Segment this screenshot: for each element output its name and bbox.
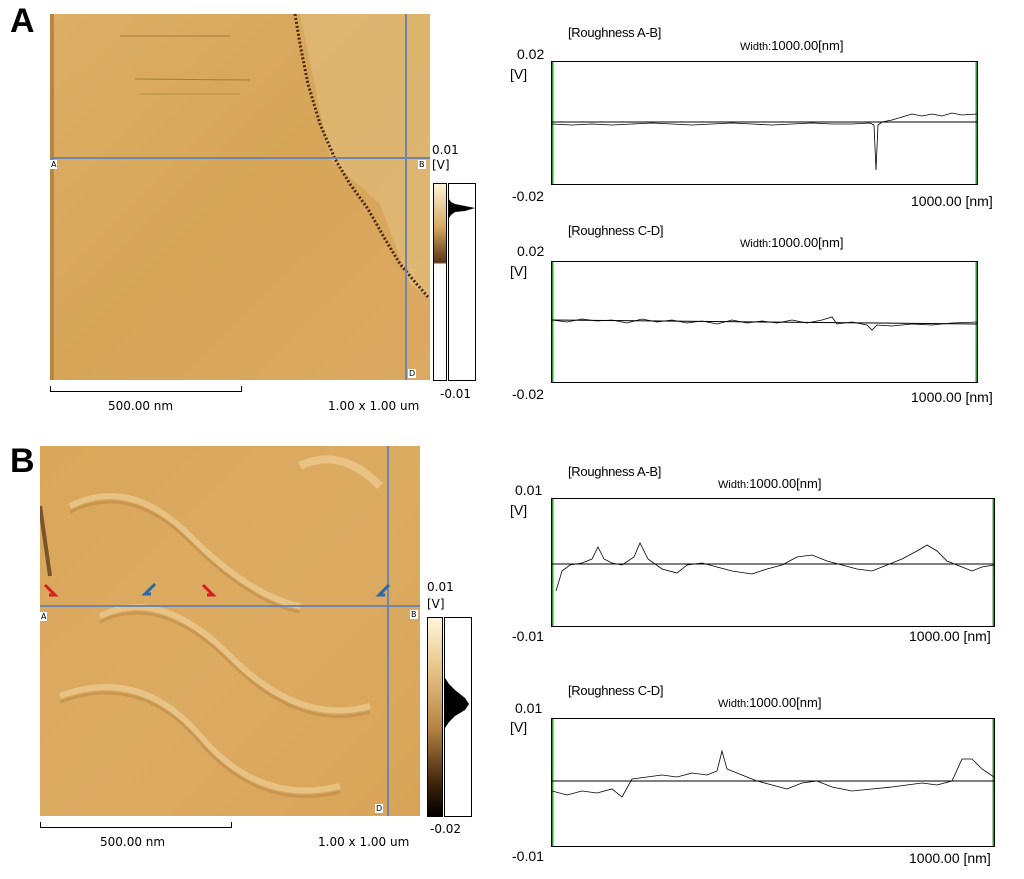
colorbar-min-b: -0.02 [430,822,462,836]
ymax-a1: 0.02 [517,46,545,62]
xmax-b2: 1000.00 [nm] [909,850,991,866]
colorbar-min-a: -0.01 [440,387,472,401]
xmax-a1: 1000.00 [nm] [911,193,993,209]
ymax-a2: 0.02 [517,243,545,259]
width-label-b1: Width:1000.00[nm] [718,476,821,491]
colorbar-unit-a: [V] [432,158,450,172]
colorbar-max-b: 0.01 [427,580,454,594]
panel-label-b: B [10,442,35,480]
yunit-b2: [V] [510,719,528,735]
panel-label-a: A [10,2,35,40]
colorbar-b [427,617,443,817]
afm-image-b [40,446,420,816]
profile-title-a2: [Roughness C-D] [568,223,664,238]
width-value: 1000.00[nm] [771,38,844,53]
profile-plot-a1 [551,61,978,185]
size-label-b: 1.00 x 1.00 um [318,835,410,849]
histogram-a [448,183,476,381]
xmax-a2: 1000.00 [nm] [911,389,993,405]
profile-title-b2: [Roughness C-D] [568,683,664,698]
width-value: 1000.00[nm] [749,476,822,491]
colorbar-max-a: 0.01 [432,143,459,157]
profile-plot-b1 [551,498,995,627]
profile-plot-a2 [551,261,978,383]
width-prefix: Width: [740,238,772,250]
afm-image-a [50,14,430,380]
width-prefix: Width: [718,479,750,491]
width-prefix: Width: [740,41,772,53]
ymin-b2: -0.01 [512,848,544,864]
width-prefix: Width: [718,698,750,710]
width-label-a2: Width:1000.00[nm] [740,235,843,250]
marker-d: D [375,804,384,813]
ymin-b1: -0.01 [512,628,544,644]
yunit-b1: [V] [510,502,528,518]
ymax-b2: 0.01 [515,700,543,716]
ymax-b1: 0.01 [515,482,543,498]
ymin-a2: -0.02 [512,386,544,402]
width-value: 1000.00[nm] [771,235,844,250]
histogram-b [444,617,472,817]
scale-bar-b [40,822,232,828]
profile-title-a1: [Roughness A-B] [568,25,662,40]
ymin-a1: -0.02 [512,188,544,204]
scale-bar-a [50,386,242,392]
colorbar-unit-b: [V] [427,597,445,611]
width-label-b2: Width:1000.00[nm] [718,695,821,710]
profile-title-b1: [Roughness A-B] [568,464,662,479]
scale-label-a: 500.00 nm [108,399,174,413]
marker-a: A [40,612,48,621]
marker-b: B [410,610,418,619]
xmax-b1: 1000.00 [nm] [909,628,991,644]
width-label-a1: Width:1000.00[nm] [740,38,843,53]
marker-d: D [408,369,417,378]
marker-a: A [50,160,58,169]
colorbar-a [433,183,447,381]
yunit-a2: [V] [510,263,528,279]
marker-b: B [418,160,426,169]
width-value: 1000.00[nm] [749,695,822,710]
size-label-a: 1.00 x 1.00 um [328,399,420,413]
scale-label-b: 500.00 nm [100,835,166,849]
profile-plot-b2 [551,718,995,847]
yunit-a1: [V] [510,66,528,82]
